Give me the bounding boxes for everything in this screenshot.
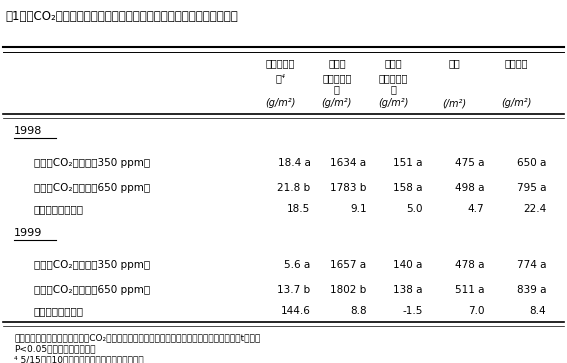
Text: 475 a: 475 a xyxy=(455,158,484,168)
Text: 数値の右側の異なる記号は、高CO₂濃度処理にて有意差（自由度２の２処理間の差に関するt検定、: 数値の右側の異なる記号は、高CO₂濃度処理にて有意差（自由度２の２処理間の差に関… xyxy=(14,334,260,343)
Text: (g/m²): (g/m²) xyxy=(501,98,532,108)
Text: 144.6: 144.6 xyxy=(281,306,311,316)
Text: 21.8 b: 21.8 b xyxy=(277,183,311,193)
Text: 将来のCO₂濃度　（650 ppm）: 将来のCO₂濃度 （650 ppm） xyxy=(33,285,150,294)
Text: (g/m²): (g/m²) xyxy=(265,98,296,108)
Text: 839 a: 839 a xyxy=(517,285,546,294)
Text: もみ収量: もみ収量 xyxy=(505,58,528,68)
Text: 18.4 a: 18.4 a xyxy=(278,158,311,168)
Text: 量⁴: 量⁴ xyxy=(276,74,286,83)
Text: 1998: 1998 xyxy=(14,126,43,136)
Text: -1.5: -1.5 xyxy=(403,306,423,316)
Text: 5.0: 5.0 xyxy=(406,204,423,215)
Text: 1634 a: 1634 a xyxy=(331,158,367,168)
Text: 9.1: 9.1 xyxy=(350,204,367,215)
Text: 498 a: 498 a xyxy=(455,183,484,193)
Text: 8.4: 8.4 xyxy=(530,306,546,316)
Text: 地上部: 地上部 xyxy=(328,58,346,68)
Text: 511 a: 511 a xyxy=(455,285,484,294)
Text: 表1　高CO₂濃度処理が水田からのメタン発生と水稲収量に及ぼす影響: 表1 高CO₂濃度処理が水田からのメタン発生と水稲収量に及ぼす影響 xyxy=(6,11,238,24)
Text: (g/m²): (g/m²) xyxy=(378,98,408,108)
Text: 151 a: 151 a xyxy=(393,158,423,168)
Text: 140 a: 140 a xyxy=(393,260,423,270)
Text: 増加割合　（％）: 増加割合 （％） xyxy=(33,204,84,215)
Text: 478 a: 478 a xyxy=(455,260,484,270)
Text: 774 a: 774 a xyxy=(517,260,546,270)
Text: バイオマス: バイオマス xyxy=(322,74,352,83)
Text: 7.0: 7.0 xyxy=(468,306,484,316)
Text: 650 a: 650 a xyxy=(517,158,546,168)
Text: 1999: 1999 xyxy=(14,228,43,237)
Text: 4.7: 4.7 xyxy=(468,204,484,215)
Text: 22.4: 22.4 xyxy=(523,204,546,215)
Text: 量: 量 xyxy=(334,84,340,94)
Text: 量: 量 xyxy=(390,84,396,94)
Text: メタン発生: メタン発生 xyxy=(266,58,295,68)
Text: P<0.05）のあることを示す: P<0.05）のあることを示す xyxy=(14,344,95,354)
Text: 増加割合　（％）: 増加割合 （％） xyxy=(33,306,84,316)
Text: 138 a: 138 a xyxy=(393,285,423,294)
Text: 1802 b: 1802 b xyxy=(331,285,367,294)
Text: 18.5: 18.5 xyxy=(287,204,311,215)
Text: バイオマス: バイオマス xyxy=(378,74,408,83)
Text: 13.7 b: 13.7 b xyxy=(277,285,311,294)
Text: 将来のCO₂濃度　（650 ppm）: 将来のCO₂濃度 （650 ppm） xyxy=(33,183,150,193)
Text: 1657 a: 1657 a xyxy=(331,260,367,270)
Text: 1783 b: 1783 b xyxy=(330,183,367,193)
Text: 現在のCO₂濃度　（350 ppm）: 現在のCO₂濃度 （350 ppm） xyxy=(33,260,150,270)
Text: (/m²): (/m²) xyxy=(443,98,467,108)
Text: 158 a: 158 a xyxy=(393,183,423,193)
Text: 現在のCO₂濃度　（350 ppm）: 現在のCO₂濃度 （350 ppm） xyxy=(33,158,150,168)
Text: 795 a: 795 a xyxy=(517,183,546,193)
Text: (g/m²): (g/m²) xyxy=(321,98,352,108)
Text: 茎数: 茎数 xyxy=(449,58,460,68)
Text: 地下部: 地下部 xyxy=(384,58,402,68)
Text: 5.6 a: 5.6 a xyxy=(284,260,311,270)
Text: ⁴ 5/15から10月下旬までの湛水期間の総発生量: ⁴ 5/15から10月下旬までの湛水期間の総発生量 xyxy=(14,355,143,363)
Text: 8.8: 8.8 xyxy=(350,306,367,316)
